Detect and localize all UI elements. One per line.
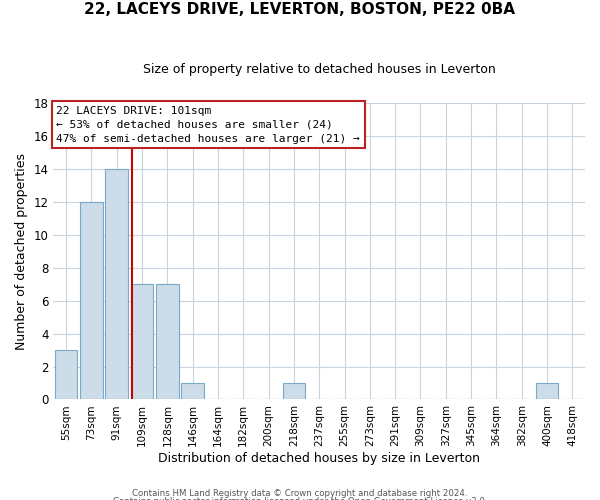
Bar	[106, 169, 128, 400]
Bar	[536, 383, 559, 400]
Text: Contains HM Land Registry data © Crown copyright and database right 2024.: Contains HM Land Registry data © Crown c…	[132, 488, 468, 498]
X-axis label: Distribution of detached houses by size in Leverton: Distribution of detached houses by size …	[158, 452, 480, 465]
Bar	[55, 350, 77, 400]
Bar	[181, 383, 204, 400]
Text: 22 LACEYS DRIVE: 101sqm
← 53% of detached houses are smaller (24)
47% of semi-de: 22 LACEYS DRIVE: 101sqm ← 53% of detache…	[56, 106, 360, 144]
Title: Size of property relative to detached houses in Leverton: Size of property relative to detached ho…	[143, 62, 496, 76]
Bar	[156, 284, 179, 400]
Bar	[80, 202, 103, 400]
Text: 22, LACEYS DRIVE, LEVERTON, BOSTON, PE22 0BA: 22, LACEYS DRIVE, LEVERTON, BOSTON, PE22…	[85, 2, 515, 18]
Bar	[283, 383, 305, 400]
Y-axis label: Number of detached properties: Number of detached properties	[15, 153, 28, 350]
Bar	[131, 284, 154, 400]
Text: Contains public sector information licensed under the Open Government Licence v3: Contains public sector information licen…	[113, 497, 487, 500]
